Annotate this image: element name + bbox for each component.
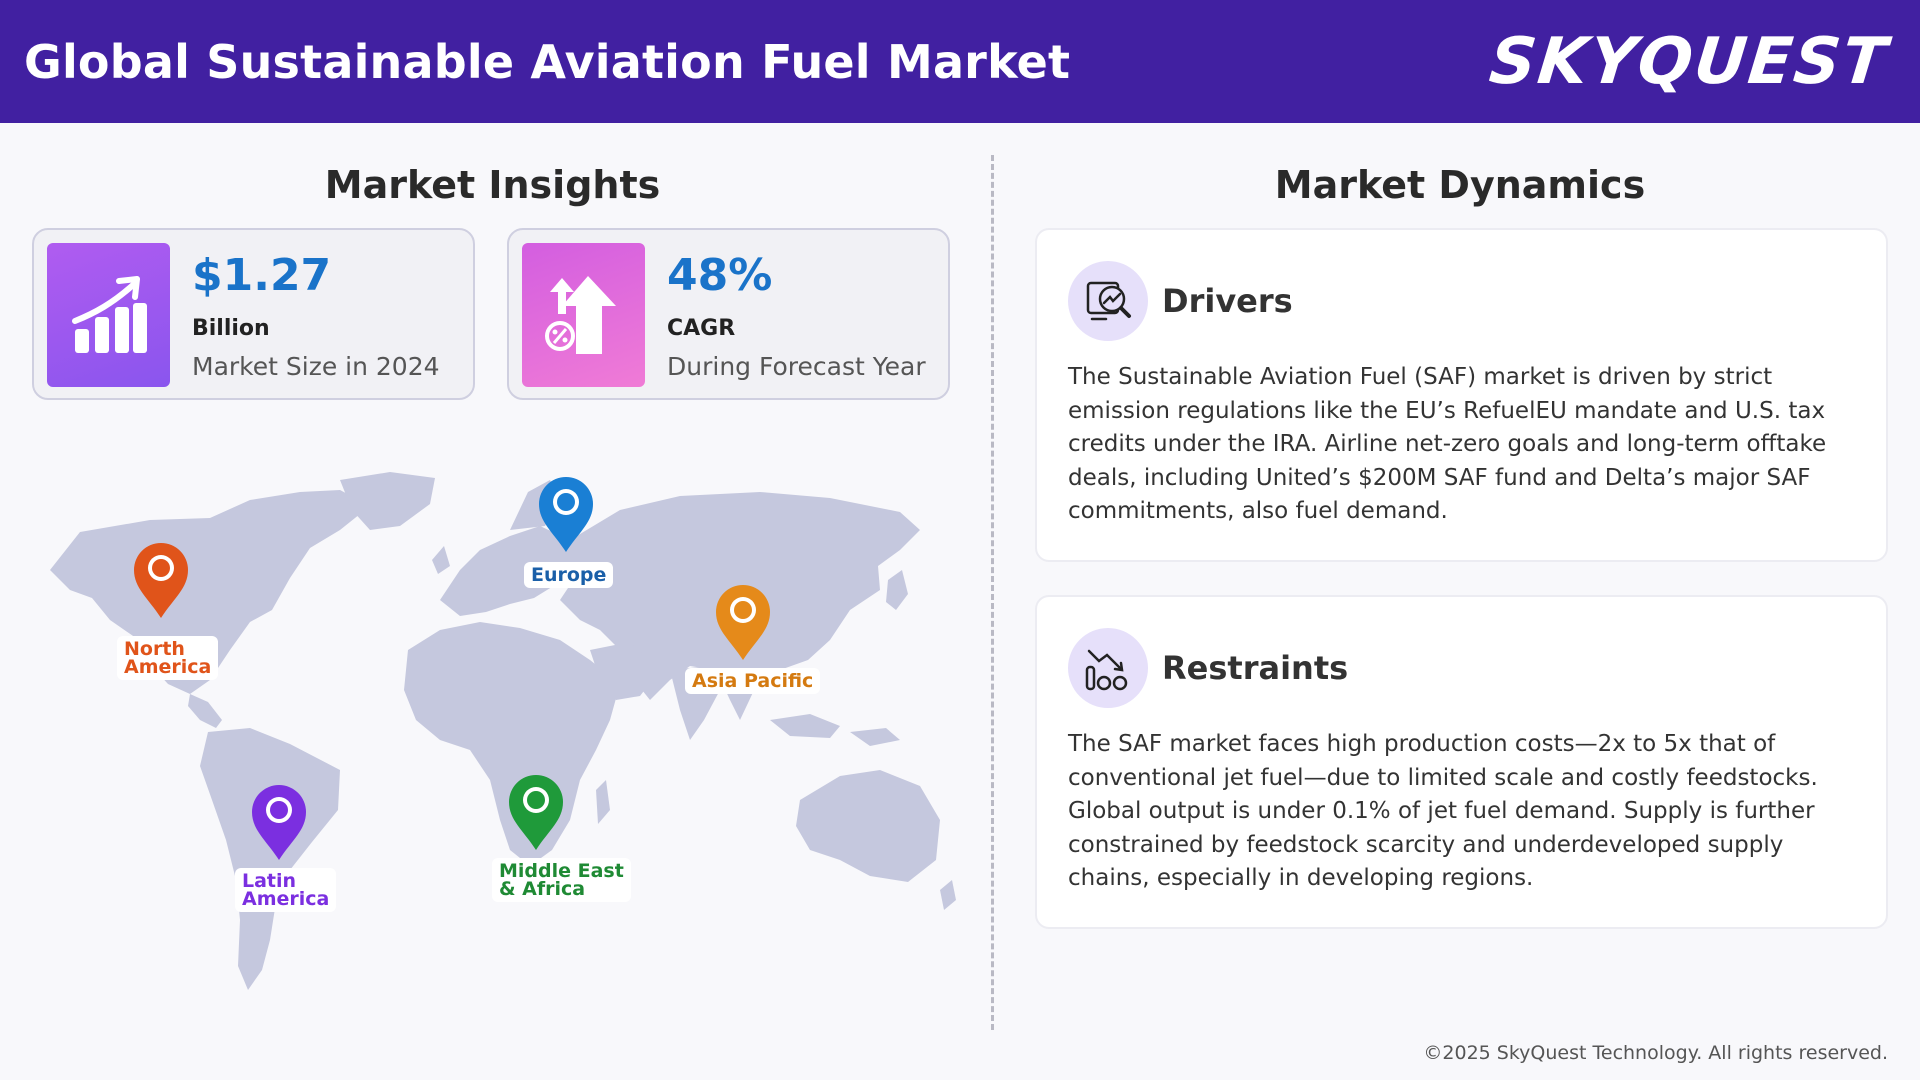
region-label-europe: Europe (524, 562, 614, 588)
market-insights-heading: Market Insights (324, 163, 661, 207)
latin-america-pin-icon (252, 785, 306, 860)
copyright-text: ©2025 SkyQuest Technology. All rights re… (1423, 1042, 1888, 1064)
cagr-value: 48% (667, 250, 773, 301)
drivers-title: Drivers (1162, 282, 1293, 320)
market-size-label: Market Size in 2024 (192, 352, 440, 381)
bar-chart-growth-icon (47, 243, 170, 387)
market-size-card: $1.27 Billion Market Size in 2024 (32, 228, 475, 400)
world-map-shapes (50, 472, 956, 990)
drivers-card: Drivers The Sustainable Aviation Fuel (S… (1035, 228, 1888, 562)
market-size-value: $1.27 (192, 250, 332, 301)
market-dynamics-heading: Market Dynamics (1274, 163, 1646, 207)
region-label-line: North (124, 638, 185, 660)
cagr-card: 48% CAGR During Forecast Year (507, 228, 950, 400)
restraints-title: Restraints (1162, 649, 1349, 687)
region-label-middle-east-africa: Middle East & Africa (492, 858, 631, 902)
region-label-line: America (124, 656, 212, 678)
drivers-body: The Sustainable Aviation Fuel (SAF) mark… (1068, 364, 1827, 524)
region-label-line: Latin (242, 870, 297, 892)
europe-pin-icon (539, 477, 593, 552)
region-label-line: Asia Pacific (692, 670, 814, 692)
declining-chart-icon (1068, 628, 1148, 708)
north-america-pin-icon (134, 543, 188, 618)
restraints-body: The SAF market faces high production cos… (1068, 731, 1818, 891)
restraints-card: Restraints The SAF market faces high pro… (1035, 595, 1888, 929)
region-label-latin-america: Latin America (235, 868, 337, 912)
cagr-label: During Forecast Year (667, 352, 926, 381)
region-label-north-america: North America (117, 636, 219, 680)
analytics-search-icon (1068, 261, 1148, 341)
page-title: Global Sustainable Aviation Fuel Market (24, 34, 1071, 89)
cagr-unit: CAGR (667, 316, 736, 341)
region-label-line: Middle East (499, 860, 624, 882)
region-label-line: & Africa (499, 878, 586, 900)
asia-pacific-pin-icon (716, 585, 770, 660)
region-label-line: Europe (531, 564, 607, 586)
world-map: North America Europe Asia Pacific Latin … (40, 470, 960, 1000)
region-label-asia-pacific: Asia Pacific (685, 668, 821, 694)
brand-logo[interactable]: SKYQUEST (1486, 24, 1892, 99)
header-bar: Global Sustainable Aviation Fuel Market … (0, 0, 1920, 123)
market-size-unit: Billion (192, 316, 270, 341)
middle-east-africa-pin-icon (509, 775, 563, 850)
region-label-line: America (242, 888, 330, 910)
percent-arrow-up-icon (522, 243, 645, 387)
section-divider (991, 155, 994, 1030)
